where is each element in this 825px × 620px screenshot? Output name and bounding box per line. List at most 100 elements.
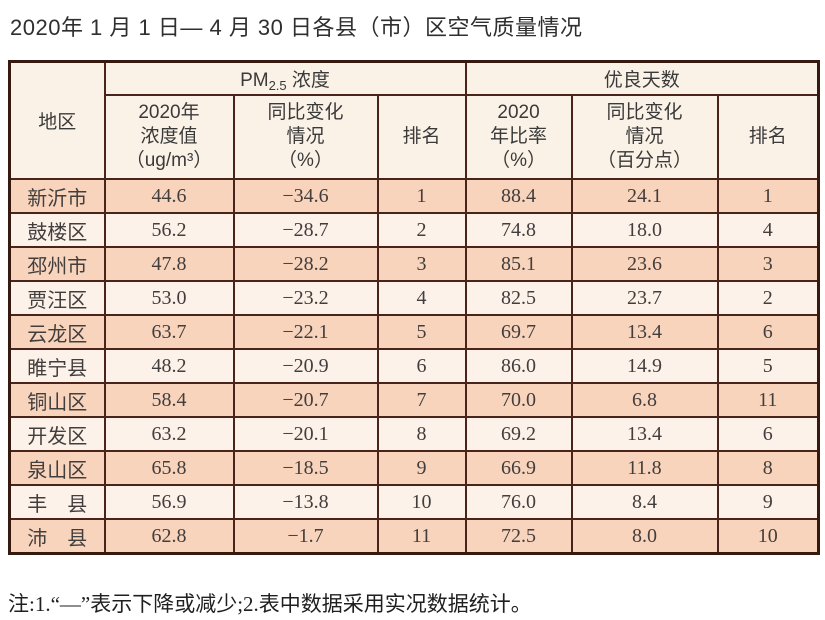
- pm-change-column-header: 同比变化 情况 （%）: [232, 94, 379, 180]
- pm-value-cell: 65.8: [103, 450, 235, 486]
- pm-change-cell: −20.9: [232, 348, 379, 384]
- ratio-column-header: 2020 年比率 （%）: [464, 94, 573, 180]
- pm-change-cell: −13.8: [232, 484, 379, 520]
- ratio-change-cell: 23.6: [570, 246, 719, 282]
- region-column-header: 地区: [8, 60, 106, 180]
- pm25-group-header: PM2.5 浓度: [103, 60, 467, 96]
- pm-value-cell: 48.2: [103, 348, 235, 384]
- pm25-label-subscript: 2.5: [268, 77, 287, 93]
- table-row: 铜山区 58.4 −20.7 7 70.0 6.8 11: [8, 382, 820, 418]
- table-row: 贾汪区 53.0 −23.2 4 82.5 23.7 2: [8, 280, 820, 316]
- ratio-change-cell: 6.8: [570, 382, 719, 418]
- ratio-cell: 70.0: [464, 382, 573, 418]
- ratio-rank-cell: 9: [716, 484, 820, 520]
- region-cell: 新沂市: [8, 178, 106, 214]
- table-row: 鼓楼区 56.2 −28.7 2 74.8 18.0 4: [8, 212, 820, 248]
- region-cell: 贾汪区: [8, 280, 106, 316]
- pm-value-cell: 58.4: [103, 382, 235, 418]
- region-cell: 泉山区: [8, 450, 106, 486]
- ratio-change-cell: 8.0: [570, 518, 719, 555]
- pm-rank-cell: 10: [376, 484, 467, 520]
- region-cell: 睢宁县: [8, 348, 106, 384]
- pm-value-cell: 44.6: [103, 178, 235, 214]
- ratio-rank-cell: 8: [716, 450, 820, 486]
- pm-rank-column-header: 排名: [376, 94, 467, 180]
- pm-value-column-header: 2020年 浓度值 （ug/m³）: [103, 94, 235, 180]
- region-cell: 鼓楼区: [8, 212, 106, 248]
- ratio-rank-cell: 6: [716, 416, 820, 452]
- ratio-cell: 76.0: [464, 484, 573, 520]
- pm-rank-cell: 4: [376, 280, 467, 316]
- ratio-cell: 85.1: [464, 246, 573, 282]
- pm-value-cell: 56.9: [103, 484, 235, 520]
- ratio-rank-column-header: 排名: [716, 94, 820, 180]
- table-row: 邳州市 47.8 −28.2 3 85.1 23.6 3: [8, 246, 820, 282]
- ratio-rank-cell: 5: [716, 348, 820, 384]
- ratio-rank-cell: 3: [716, 246, 820, 282]
- ratio-change-cell: 8.4: [570, 484, 719, 520]
- table-row: 开发区 63.2 −20.1 8 69.2 13.4 6: [8, 416, 820, 452]
- ratio-cell: 69.2: [464, 416, 573, 452]
- ratio-change-cell: 11.8: [570, 450, 719, 486]
- pm-change-cell: −34.6: [232, 178, 379, 214]
- table-row: 沛 县 62.8 −1.7 11 72.5 8.0 10: [8, 518, 820, 555]
- pm-value-cell: 56.2: [103, 212, 235, 248]
- pm-value-cell: 62.8: [103, 518, 235, 555]
- ratio-change-cell: 23.7: [570, 280, 719, 316]
- pm-rank-cell: 9: [376, 450, 467, 486]
- ratio-rank-cell: 11: [716, 382, 820, 418]
- pm-rank-cell: 1: [376, 178, 467, 214]
- pm-change-cell: −20.7: [232, 382, 379, 418]
- pm-change-cell: −28.2: [232, 246, 379, 282]
- pm-change-cell: −20.1: [232, 416, 379, 452]
- pm-rank-cell: 11: [376, 518, 467, 555]
- region-cell: 邳州市: [8, 246, 106, 282]
- pm-rank-cell: 5: [376, 314, 467, 350]
- air-quality-table: 地区 PM2.5 浓度 优良天数 2020年 浓度值 （ug/m³） 同比变化 …: [8, 60, 821, 555]
- ratio-cell: 82.5: [464, 280, 573, 316]
- table-body: 新沂市 44.6 −34.6 1 88.4 24.1 1 鼓楼区 56.2 −28.7 2 74.8 1…: [8, 178, 820, 555]
- pm-value-cell: 63.2: [103, 416, 235, 452]
- ratio-change-cell: 13.4: [570, 314, 719, 350]
- ratio-cell: 66.9: [464, 450, 573, 486]
- pm-value-cell: 53.0: [103, 280, 235, 316]
- pm-value-cell: 47.8: [103, 246, 235, 282]
- table-row: 丰 县 56.9 −13.8 10 76.0 8.4 9: [8, 484, 820, 520]
- pm25-label-prefix: PM: [240, 69, 269, 91]
- ratio-cell: 72.5: [464, 518, 573, 555]
- ratio-change-cell: 18.0: [570, 212, 719, 248]
- region-cell: 铜山区: [8, 382, 106, 418]
- table-row: 睢宁县 48.2 −20.9 6 86.0 14.9 5: [8, 348, 820, 384]
- pm-rank-cell: 3: [376, 246, 467, 282]
- ratio-change-cell: 14.9: [570, 348, 719, 384]
- ratio-rank-cell: 10: [716, 518, 820, 555]
- footnote: 注:1.“—”表示下降或减少;2.表中数据采用实况数据统计。: [8, 592, 532, 616]
- region-cell: 云龙区: [8, 314, 106, 350]
- ratio-change-cell: 13.4: [570, 416, 719, 452]
- ratio-rank-cell: 1: [716, 178, 820, 214]
- pm-change-cell: −22.1: [232, 314, 379, 350]
- table-header: 地区 PM2.5 浓度 优良天数 2020年 浓度值 （ug/m³） 同比变化 …: [8, 60, 820, 180]
- pm25-label-suffix: 浓度: [286, 69, 330, 91]
- table-row: 新沂市 44.6 −34.6 1 88.4 24.1 1: [8, 178, 820, 214]
- page-title: 2020年 1 月 1 日— 4 月 30 日各县（市）区空气质量情况: [10, 15, 583, 40]
- pm-change-cell: −18.5: [232, 450, 379, 486]
- pm-rank-cell: 2: [376, 212, 467, 248]
- pm-change-cell: −28.7: [232, 212, 379, 248]
- group-header-row: 地区 PM2.5 浓度 优良天数: [8, 60, 820, 180]
- pm-rank-cell: 6: [376, 348, 467, 384]
- ratio-cell: 86.0: [464, 348, 573, 384]
- ratio-rank-cell: 6: [716, 314, 820, 350]
- ratio-cell: 74.8: [464, 212, 573, 248]
- ratio-change-cell: 24.1: [570, 178, 719, 214]
- pm-change-cell: −1.7: [232, 518, 379, 555]
- region-cell: 开发区: [8, 416, 106, 452]
- region-cell: 沛 县: [8, 518, 106, 555]
- pm-rank-cell: 8: [376, 416, 467, 452]
- pm-change-cell: −23.2: [232, 280, 379, 316]
- table-row: 泉山区 65.8 −18.5 9 66.9 11.8 8: [8, 450, 820, 486]
- ratio-change-column-header: 同比变化 情况 （百分点）: [570, 94, 719, 180]
- good-days-group-header: 优良天数: [464, 60, 820, 96]
- ratio-rank-cell: 4: [716, 212, 820, 248]
- pm-value-cell: 63.7: [103, 314, 235, 350]
